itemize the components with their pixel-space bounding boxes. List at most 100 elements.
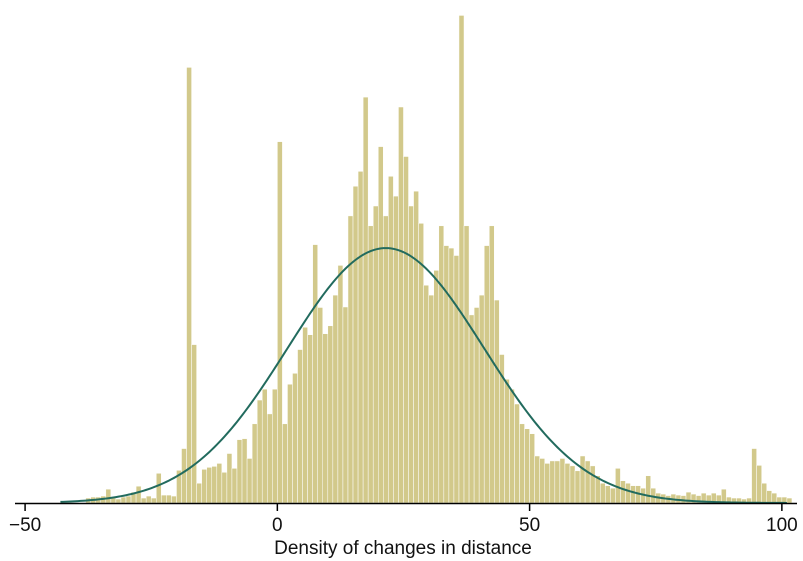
histogram-bar: [156, 473, 162, 504]
histogram-bar: [589, 465, 596, 504]
histogram-bar: [352, 185, 359, 504]
histogram-bar: [120, 496, 127, 504]
histogram-bar: [251, 423, 258, 504]
histogram-bar: [544, 463, 551, 504]
histogram-bar: [403, 156, 409, 504]
x-tick-label: 0: [272, 515, 283, 536]
histogram-bar: [468, 314, 475, 504]
histogram-bar: [584, 460, 591, 504]
x-tick-label: −50: [9, 515, 41, 536]
histogram-bar: [398, 106, 404, 504]
histogram-bar: [393, 195, 399, 504]
histogram-bar: [443, 245, 450, 504]
histogram-bar: [367, 225, 374, 504]
histogram-bar: [509, 388, 515, 504]
histogram-bar: [771, 492, 778, 504]
histogram-bar: [357, 171, 364, 504]
histogram-bar: [579, 455, 586, 504]
histogram-bar: [191, 344, 197, 504]
histogram-bar: [378, 146, 384, 504]
histogram-bar: [135, 485, 142, 504]
histogram-bar: [428, 294, 435, 504]
histogram-bar: [140, 497, 147, 504]
histogram-bar: [564, 463, 571, 504]
histogram-bar: [620, 480, 626, 504]
histogram-bar: [534, 455, 540, 504]
histogram-bar: [327, 325, 334, 504]
histogram-bar: [161, 494, 167, 504]
histogram-bar: [317, 307, 324, 504]
histogram-bar: [362, 96, 369, 504]
histogram-bar: [231, 468, 238, 504]
histogram-bar: [211, 466, 218, 504]
histogram-bar: [201, 469, 207, 504]
histogram-bar: [221, 472, 228, 504]
histogram-bar: [272, 388, 278, 504]
histogram-bar: [171, 495, 177, 504]
histogram-bar: [241, 438, 248, 504]
histogram-bar: [337, 265, 344, 504]
histogram-bar: [186, 67, 192, 504]
histogram-bar: [312, 244, 318, 504]
histogram-bar: [514, 403, 520, 504]
histogram-bar: [282, 423, 288, 504]
histogram-bar: [125, 495, 132, 504]
histogram-bar: [342, 306, 349, 504]
histogram-bar: [529, 433, 535, 504]
histogram-bar: [256, 399, 263, 504]
x-axis-ticks: −50 0 50 100: [9, 503, 798, 536]
histogram-bar: [559, 458, 566, 504]
histogram-bar: [150, 497, 157, 504]
histogram-bar: [645, 475, 651, 504]
histogram-bar: [307, 334, 313, 504]
histogram-bar: [166, 494, 172, 504]
histogram-bar: [297, 349, 303, 504]
histogram-bar: [630, 485, 636, 504]
histogram-bar: [388, 176, 394, 504]
histogram-bars: [85, 15, 793, 504]
histogram-bar: [246, 458, 253, 504]
histogram-bar: [554, 460, 561, 504]
histogram-bar: [115, 498, 122, 504]
histogram-bar: [458, 15, 465, 504]
histogram-bar: [181, 448, 187, 504]
histogram-bar: [574, 470, 581, 504]
histogram-bar: [292, 373, 298, 504]
histogram-bar: [408, 205, 414, 504]
histogram-bar: [196, 482, 202, 504]
histogram-bar: [610, 487, 616, 504]
histogram-bar: [549, 460, 556, 504]
histogram-bar: [453, 255, 460, 504]
histogram-bar: [105, 488, 112, 504]
histogram-bar: [569, 465, 576, 504]
histogram-bar: [347, 215, 354, 504]
histogram-bar: [599, 482, 606, 504]
histogram-bar: [539, 458, 546, 504]
histogram-bar: [625, 482, 631, 504]
histogram-bar: [413, 190, 419, 504]
histogram-bar: [322, 333, 329, 504]
histogram-bar: [261, 388, 268, 504]
x-axis-label: Density of changes in distance: [274, 538, 532, 559]
histogram-bar: [756, 465, 762, 504]
histogram-bar: [110, 497, 117, 504]
histogram-bar: [145, 495, 152, 504]
histogram-bar: [483, 245, 490, 504]
histogram-bar: [383, 215, 389, 504]
x-tick-label: 50: [519, 515, 540, 536]
histogram-bar: [302, 327, 308, 504]
histogram-bar: [605, 485, 611, 504]
histogram-bar: [236, 439, 243, 504]
histogram-bar: [504, 379, 510, 504]
histogram-bar: [277, 141, 283, 504]
histogram-bar: [524, 428, 530, 504]
histogram-bar: [519, 423, 525, 504]
histogram-bar: [287, 383, 293, 504]
histogram-bar: [463, 225, 470, 504]
histogram-bar: [766, 490, 773, 504]
histogram-bar: [216, 463, 223, 504]
histogram-bar: [433, 270, 440, 504]
histogram-bar: [478, 294, 485, 504]
histogram-bar: [423, 284, 429, 504]
